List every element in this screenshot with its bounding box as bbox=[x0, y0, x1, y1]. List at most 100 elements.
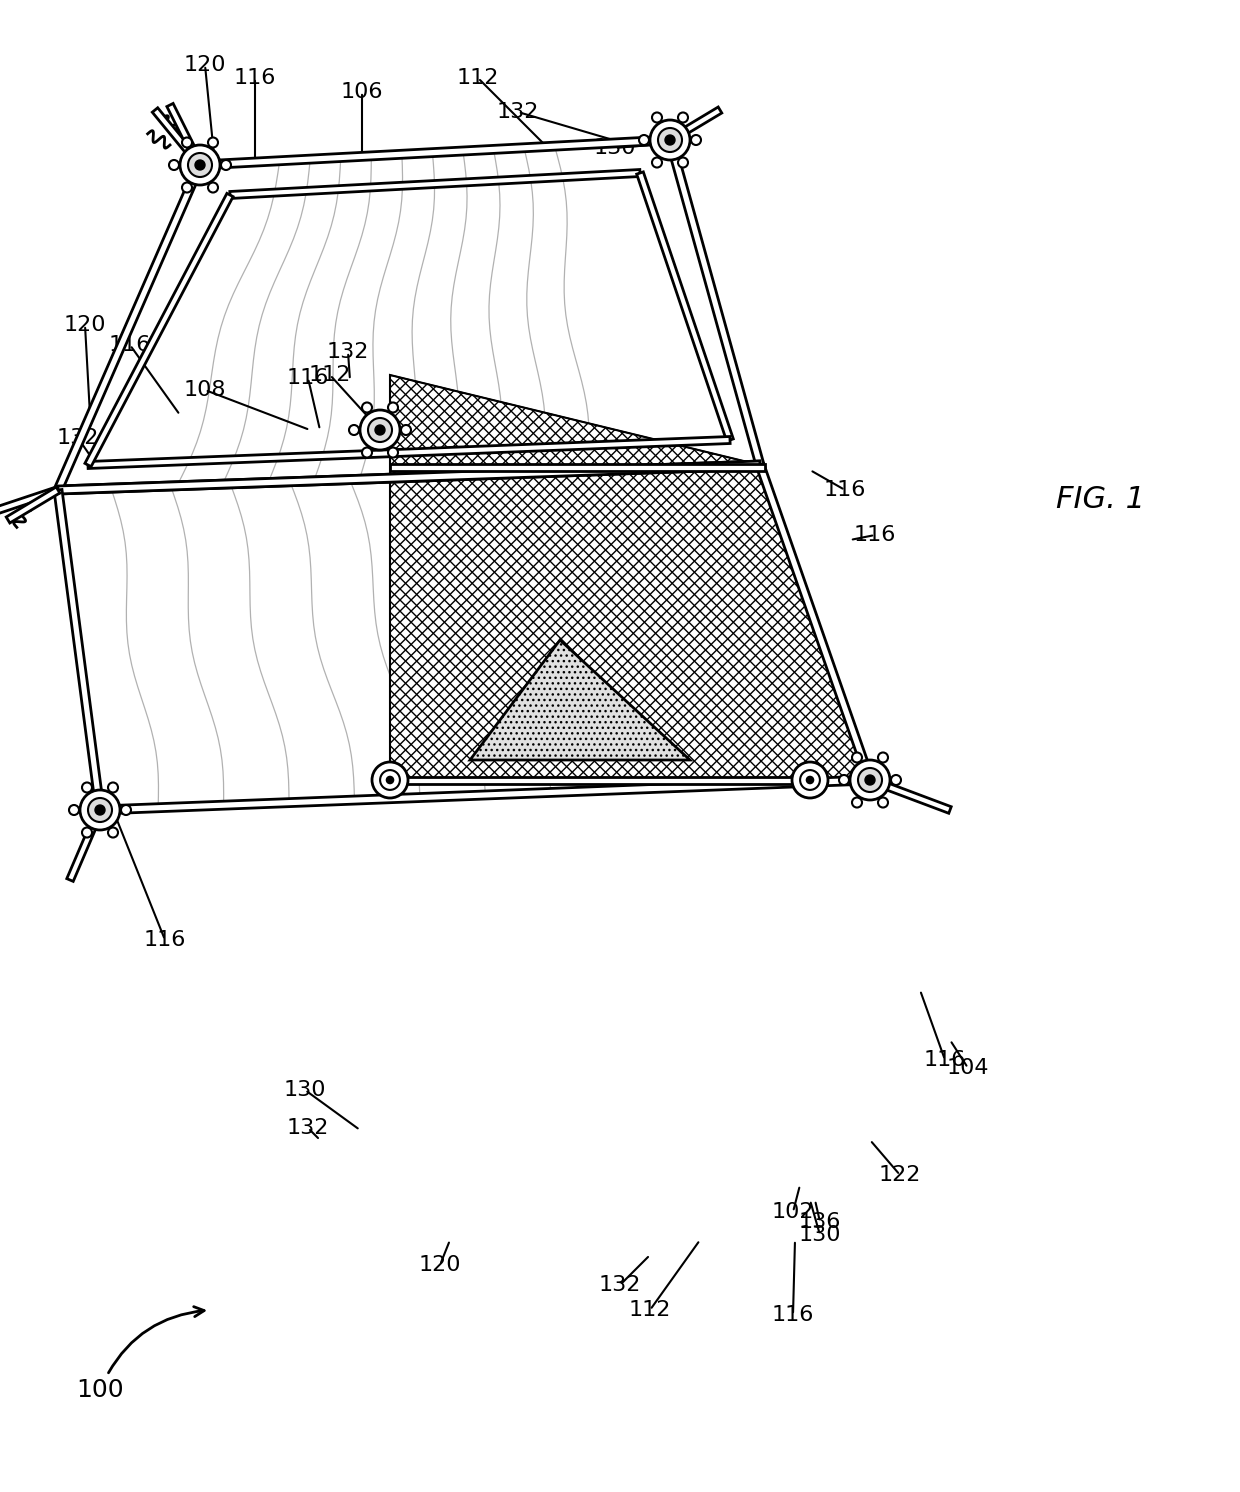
Text: 116: 116 bbox=[823, 480, 867, 500]
Circle shape bbox=[188, 154, 212, 178]
Circle shape bbox=[182, 182, 192, 192]
Circle shape bbox=[69, 806, 79, 815]
Circle shape bbox=[639, 134, 649, 145]
Text: 132: 132 bbox=[327, 342, 370, 363]
Text: 104: 104 bbox=[947, 1058, 990, 1079]
Polygon shape bbox=[58, 461, 760, 494]
Circle shape bbox=[360, 410, 401, 451]
Circle shape bbox=[652, 112, 662, 122]
Text: 120: 120 bbox=[419, 1255, 461, 1276]
Circle shape bbox=[892, 774, 901, 785]
Circle shape bbox=[866, 774, 875, 785]
Text: 132: 132 bbox=[286, 1118, 329, 1138]
Text: 112: 112 bbox=[629, 1300, 671, 1320]
Circle shape bbox=[169, 160, 179, 170]
Text: 132: 132 bbox=[497, 101, 539, 122]
Circle shape bbox=[381, 770, 399, 789]
Circle shape bbox=[878, 798, 888, 807]
Text: 130: 130 bbox=[594, 137, 636, 158]
Text: 100: 100 bbox=[76, 1307, 205, 1402]
Polygon shape bbox=[84, 194, 233, 467]
Text: 116: 116 bbox=[854, 525, 897, 545]
Circle shape bbox=[221, 160, 231, 170]
Circle shape bbox=[858, 768, 882, 792]
Polygon shape bbox=[6, 486, 60, 524]
Text: 112: 112 bbox=[309, 366, 351, 385]
Circle shape bbox=[387, 776, 393, 783]
Polygon shape bbox=[100, 776, 870, 815]
Circle shape bbox=[852, 752, 862, 762]
Text: 106: 106 bbox=[341, 82, 383, 101]
Text: 120: 120 bbox=[184, 55, 226, 75]
Polygon shape bbox=[391, 464, 765, 470]
Circle shape bbox=[208, 182, 218, 192]
Text: 112: 112 bbox=[456, 69, 500, 88]
Text: 136: 136 bbox=[799, 1212, 841, 1232]
Text: 132: 132 bbox=[57, 428, 99, 448]
Polygon shape bbox=[869, 777, 951, 813]
Circle shape bbox=[806, 776, 813, 783]
Text: 116: 116 bbox=[771, 1306, 815, 1325]
Circle shape bbox=[368, 418, 392, 442]
Text: FIG. 1: FIG. 1 bbox=[1055, 485, 1145, 515]
Circle shape bbox=[108, 782, 118, 792]
Circle shape bbox=[691, 134, 701, 145]
Polygon shape bbox=[666, 139, 764, 466]
Text: 116: 116 bbox=[234, 69, 277, 88]
Circle shape bbox=[182, 137, 192, 148]
Circle shape bbox=[180, 145, 219, 185]
Text: 130: 130 bbox=[284, 1080, 326, 1100]
Polygon shape bbox=[58, 140, 760, 489]
Text: 130: 130 bbox=[799, 1225, 841, 1244]
Polygon shape bbox=[668, 107, 722, 143]
Circle shape bbox=[195, 160, 205, 170]
Polygon shape bbox=[58, 466, 870, 810]
Polygon shape bbox=[153, 107, 202, 167]
Text: 122: 122 bbox=[879, 1165, 921, 1185]
Circle shape bbox=[372, 762, 408, 798]
Polygon shape bbox=[55, 164, 203, 491]
Text: 120: 120 bbox=[653, 480, 696, 500]
Polygon shape bbox=[391, 776, 810, 783]
Polygon shape bbox=[229, 170, 640, 198]
Polygon shape bbox=[0, 486, 60, 513]
Circle shape bbox=[650, 119, 689, 160]
Circle shape bbox=[852, 798, 862, 807]
Circle shape bbox=[348, 425, 360, 436]
Text: 102: 102 bbox=[771, 1203, 815, 1222]
Circle shape bbox=[800, 770, 820, 789]
Circle shape bbox=[88, 798, 112, 822]
Circle shape bbox=[658, 128, 682, 152]
Circle shape bbox=[82, 828, 92, 837]
Text: 116: 116 bbox=[144, 930, 186, 950]
Circle shape bbox=[362, 448, 372, 458]
Circle shape bbox=[878, 752, 888, 762]
Circle shape bbox=[401, 425, 410, 436]
Polygon shape bbox=[470, 640, 689, 759]
Circle shape bbox=[374, 425, 384, 436]
Polygon shape bbox=[756, 464, 874, 782]
Circle shape bbox=[208, 137, 218, 148]
Circle shape bbox=[122, 806, 131, 815]
Circle shape bbox=[839, 774, 849, 785]
Circle shape bbox=[849, 759, 890, 800]
Circle shape bbox=[678, 112, 688, 122]
Circle shape bbox=[388, 403, 398, 412]
Text: 116: 116 bbox=[924, 1050, 966, 1070]
Circle shape bbox=[792, 762, 828, 798]
Text: 120: 120 bbox=[63, 315, 107, 336]
Text: 116: 116 bbox=[286, 369, 329, 388]
Polygon shape bbox=[636, 172, 733, 442]
Polygon shape bbox=[67, 809, 103, 882]
Circle shape bbox=[95, 806, 105, 815]
Text: 108: 108 bbox=[184, 380, 226, 400]
Circle shape bbox=[678, 158, 688, 167]
Text: 116: 116 bbox=[109, 336, 151, 355]
Polygon shape bbox=[55, 489, 104, 810]
Circle shape bbox=[665, 134, 675, 145]
Polygon shape bbox=[391, 374, 870, 780]
Polygon shape bbox=[88, 437, 730, 468]
Circle shape bbox=[388, 448, 398, 458]
Circle shape bbox=[362, 403, 372, 412]
Circle shape bbox=[108, 828, 118, 837]
